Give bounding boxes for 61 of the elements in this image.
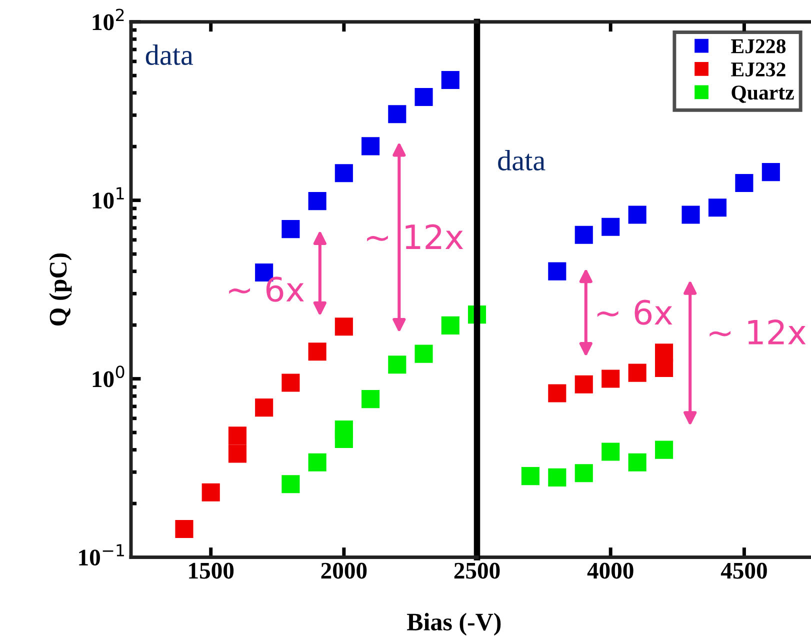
- x-axis-title: Bias (-V): [407, 612, 501, 636]
- point: [521, 467, 540, 486]
- point: [282, 374, 300, 392]
- point: [548, 384, 566, 402]
- annotation: data: [498, 150, 546, 170]
- y-tick-label: 10$^{−1}$: [79, 544, 124, 566]
- point: [334, 318, 353, 336]
- point: [282, 220, 300, 238]
- point: [574, 226, 593, 244]
- point: [441, 316, 460, 334]
- x-tick-label: 1500: [189, 562, 234, 579]
- point: [628, 364, 646, 382]
- point: [602, 218, 620, 236]
- point: [441, 70, 460, 90]
- point: [574, 464, 593, 482]
- annotation: data: [146, 44, 194, 65]
- x-tick-label: 2500: [454, 562, 500, 579]
- point: [414, 344, 433, 363]
- annotation: ~ 6x: [229, 276, 304, 302]
- point: [255, 398, 274, 417]
- y-axis-title: Q (pC): [49, 253, 72, 326]
- point: [628, 206, 646, 224]
- point: [334, 430, 353, 448]
- point: [282, 475, 300, 494]
- point: [308, 453, 326, 472]
- point: [388, 356, 406, 374]
- x-tick-label: 2000: [321, 562, 367, 579]
- point: [602, 442, 620, 461]
- point: [334, 164, 353, 182]
- point: [308, 192, 326, 210]
- point: [628, 453, 646, 472]
- point: [762, 163, 780, 182]
- point: [708, 198, 727, 217]
- point: [414, 88, 433, 106]
- legend-label: Quartz: [732, 86, 794, 103]
- point: [682, 206, 700, 224]
- point: [655, 358, 674, 377]
- point: [602, 370, 620, 388]
- annotation: ~ 12x: [710, 320, 806, 344]
- point: [548, 468, 566, 486]
- legend-label: EJ228: [731, 39, 786, 54]
- y-tick-label: 10$^{2}$: [92, 8, 124, 30]
- point: [308, 342, 326, 361]
- point: [362, 137, 380, 156]
- point: [202, 483, 220, 502]
- y-tick-label: 10$^{0}$: [92, 366, 124, 388]
- point: [655, 440, 674, 459]
- point: [228, 426, 246, 445]
- point: [388, 105, 406, 124]
- y-tick-label: 10$^{1}$: [92, 187, 124, 209]
- point: [228, 444, 246, 463]
- annotation: ~ 12x: [367, 224, 464, 249]
- point: [548, 262, 566, 280]
- point: [735, 174, 754, 192]
- point: [362, 390, 380, 408]
- point: [574, 375, 593, 394]
- legend-label: EJ232: [731, 62, 786, 76]
- point: [175, 520, 194, 538]
- annotation: ~ 6x: [597, 300, 672, 325]
- x-tick-label: 4500: [720, 562, 767, 579]
- x-tick-label: 4000: [587, 562, 634, 579]
